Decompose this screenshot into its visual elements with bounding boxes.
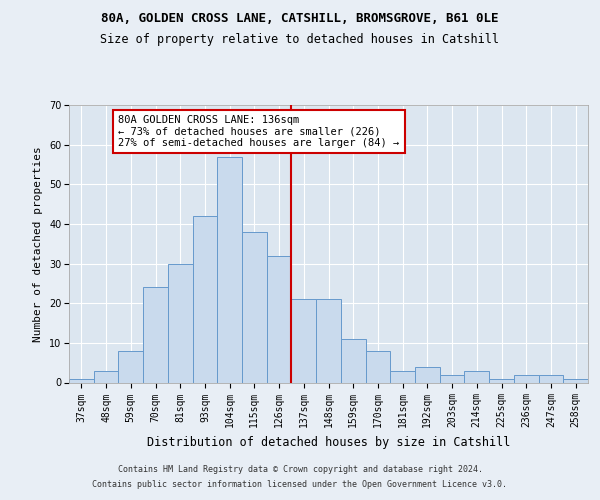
X-axis label: Distribution of detached houses by size in Catshill: Distribution of detached houses by size … — [147, 436, 510, 449]
Bar — [267, 256, 292, 382]
Y-axis label: Number of detached properties: Number of detached properties — [34, 146, 43, 342]
Bar — [168, 264, 193, 382]
Bar — [415, 366, 440, 382]
Bar — [118, 351, 143, 382]
Text: Size of property relative to detached houses in Catshill: Size of property relative to detached ho… — [101, 32, 499, 46]
Bar — [292, 299, 316, 382]
Bar — [489, 378, 514, 382]
Bar — [94, 370, 118, 382]
Bar — [69, 378, 94, 382]
Text: 80A GOLDEN CROSS LANE: 136sqm
← 73% of detached houses are smaller (226)
27% of : 80A GOLDEN CROSS LANE: 136sqm ← 73% of d… — [118, 115, 400, 148]
Bar — [390, 370, 415, 382]
Bar — [563, 378, 588, 382]
Bar — [440, 374, 464, 382]
Bar — [514, 374, 539, 382]
Bar — [217, 156, 242, 382]
Text: Contains HM Land Registry data © Crown copyright and database right 2024.: Contains HM Land Registry data © Crown c… — [118, 465, 482, 474]
Bar — [341, 339, 365, 382]
Text: Contains public sector information licensed under the Open Government Licence v3: Contains public sector information licen… — [92, 480, 508, 489]
Bar — [539, 374, 563, 382]
Bar — [464, 370, 489, 382]
Bar — [365, 351, 390, 382]
Bar — [143, 288, 168, 382]
Bar — [193, 216, 217, 382]
Bar — [316, 299, 341, 382]
Text: 80A, GOLDEN CROSS LANE, CATSHILL, BROMSGROVE, B61 0LE: 80A, GOLDEN CROSS LANE, CATSHILL, BROMSG… — [101, 12, 499, 26]
Bar — [242, 232, 267, 382]
